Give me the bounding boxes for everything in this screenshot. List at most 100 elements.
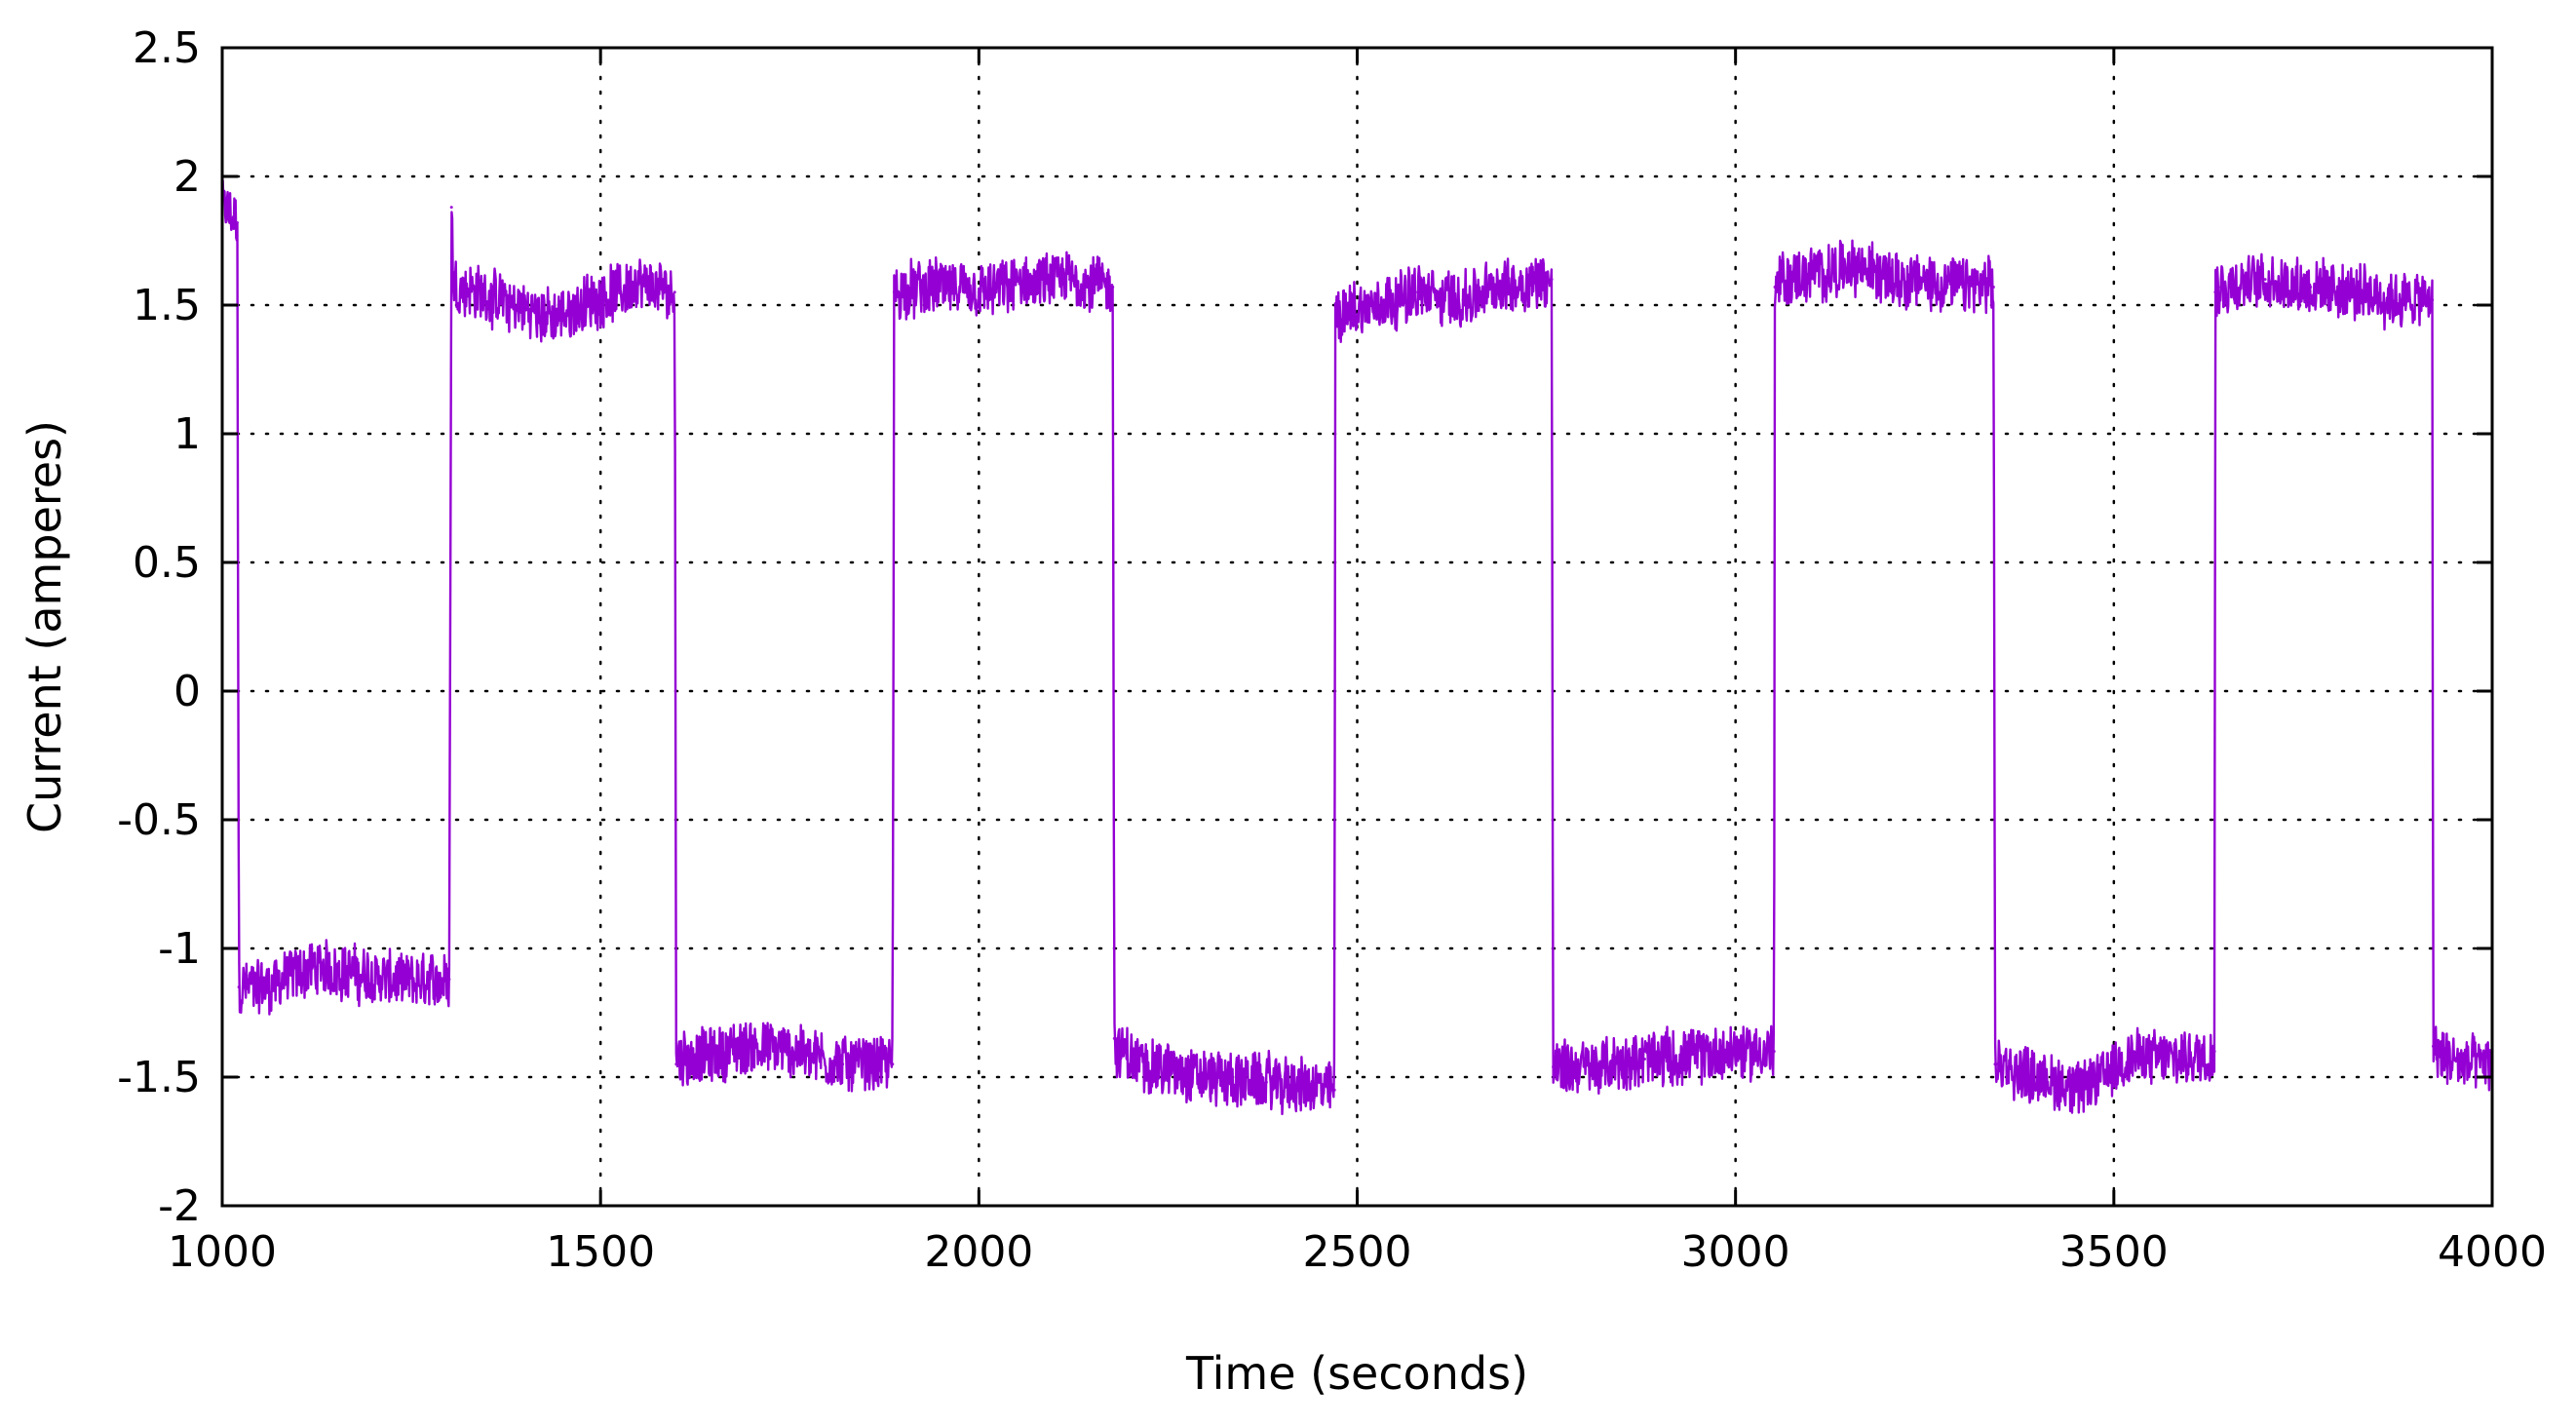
data-point (1945, 283, 1949, 287)
data-point (977, 290, 980, 294)
x-tick-label: 1500 (546, 1227, 655, 1277)
data-point (2460, 1062, 2464, 1066)
data-point (1370, 303, 1374, 307)
data-point (2036, 1075, 2040, 1079)
data-point (2431, 298, 2435, 302)
data-point (311, 964, 315, 968)
data-point (447, 978, 451, 982)
data-point (2213, 290, 2217, 294)
data-point (895, 290, 899, 294)
y-tick-label: -1.5 (117, 1053, 201, 1102)
data-point (2216, 286, 2220, 289)
y-tick-label: 0 (173, 667, 201, 716)
data-point (1855, 264, 1859, 268)
data-point (1554, 1064, 1557, 1068)
data-point (1507, 283, 1511, 287)
data-point (2354, 290, 2358, 294)
data-point (508, 303, 512, 307)
y-tick-label: 1.5 (133, 281, 201, 330)
data-point (1333, 303, 1337, 307)
data-point (1688, 1055, 1692, 1059)
data-point (1022, 283, 1026, 287)
data-point (1115, 1050, 1119, 1054)
x-tick-label: 3000 (1681, 1227, 1790, 1277)
data-point (1067, 278, 1071, 282)
data-point (1552, 1064, 1556, 1068)
x-tick-label: 3500 (2059, 1227, 2169, 1277)
data-point (1991, 286, 1995, 289)
data-point (237, 985, 241, 989)
data-point (841, 1062, 845, 1066)
y-tick-label: -1 (158, 924, 201, 974)
data-point (932, 286, 936, 289)
data-point (452, 283, 456, 287)
data-point (1111, 286, 1115, 289)
data-point (1264, 1080, 1268, 1084)
y-tick-label: 2 (173, 152, 201, 202)
data-point (636, 283, 640, 287)
data-point (676, 1055, 680, 1059)
x-tick-label: 2000 (924, 1227, 1033, 1277)
data-point (2082, 1088, 2086, 1092)
data-point (1773, 286, 1777, 289)
data-point (1550, 278, 1554, 282)
x-tick-label: 2500 (1303, 1227, 1412, 1277)
data-point (449, 206, 453, 210)
data-point (1416, 290, 1420, 294)
y-tick-label: 1 (173, 409, 201, 459)
data-point (1809, 272, 1813, 276)
data-point (795, 1050, 799, 1054)
data-point (2435, 1050, 2439, 1054)
data-point (402, 980, 405, 984)
data-point (1204, 1075, 1208, 1079)
data-point (2212, 1050, 2216, 1054)
data-point (1112, 1036, 1116, 1040)
data-point (1461, 298, 1465, 302)
data-point (2263, 278, 2267, 282)
y-tick-label: 2.5 (133, 23, 201, 73)
x-axis-title: Time (seconds) (1185, 1347, 1528, 1400)
data-point (1993, 1062, 1997, 1066)
data-point (705, 1055, 709, 1059)
data-point (1772, 1050, 1776, 1054)
tick-labels: 1000 1500 2000 2500 3000 3500 4000 2.5 2 1.5 1 0.5 0… (117, 23, 2547, 1277)
data-point (1151, 1064, 1155, 1068)
series-layer (220, 178, 2494, 1116)
data-point (236, 221, 240, 225)
grid-lines (220, 46, 2494, 1208)
data-point (750, 1044, 753, 1048)
data-point (1597, 1064, 1601, 1068)
x-tick-label: 1000 (168, 1227, 277, 1277)
x-tick-label: 4000 (2438, 1227, 2547, 1277)
data-point (266, 985, 270, 989)
data-point (1995, 1062, 1999, 1066)
data-point (2309, 286, 2313, 289)
data-point (1336, 311, 1340, 315)
data-point (1900, 278, 1903, 282)
data-point (674, 1062, 678, 1066)
data-point (1332, 1088, 1336, 1092)
data-point (1734, 1050, 1738, 1054)
data-point (598, 295, 602, 299)
y-tick-label: 0.5 (133, 538, 201, 588)
data-point (2127, 1055, 2131, 1059)
data-point (357, 972, 361, 976)
series-line-0 (220, 178, 2493, 1116)
data-point (554, 316, 557, 320)
data-point (1643, 1058, 1647, 1061)
data-point (673, 290, 676, 294)
data-point (892, 290, 896, 294)
data-point (2400, 298, 2403, 302)
data-point (891, 1062, 895, 1066)
data-point (470, 288, 474, 291)
data-point (1776, 280, 1780, 284)
y-tick-label: -2 (158, 1181, 201, 1231)
y-tick-label: -0.5 (117, 795, 201, 845)
plot-frame (220, 46, 2494, 1208)
data-point (2172, 1058, 2176, 1061)
y-axis-title: Current (amperes) (19, 420, 71, 833)
data-point (2431, 1044, 2435, 1048)
